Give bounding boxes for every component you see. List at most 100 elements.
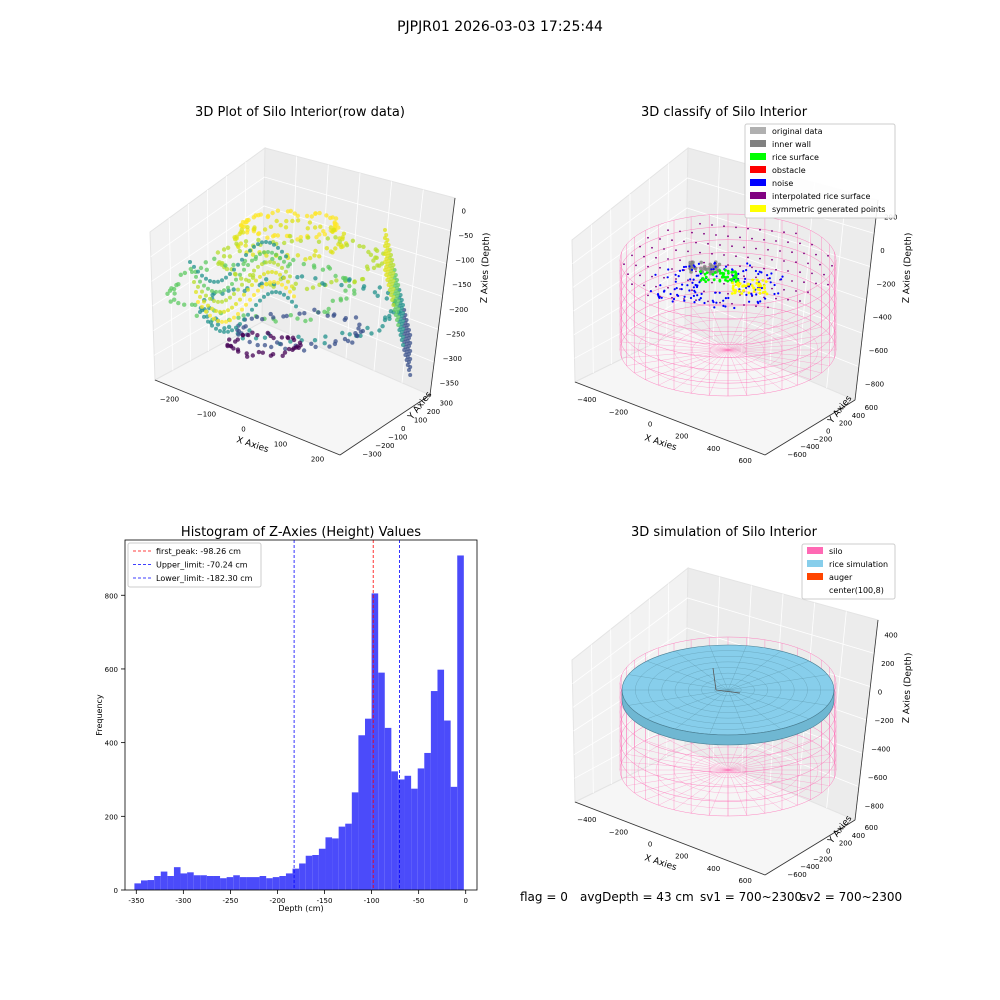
raw-point	[227, 337, 232, 342]
histogram-bar	[312, 855, 319, 890]
raw-point	[274, 252, 278, 257]
raw-point	[202, 314, 206, 319]
interpolated-point	[699, 222, 701, 225]
raw-z-tick: −100	[455, 257, 474, 265]
interpolated-point	[671, 239, 673, 242]
raw-point	[268, 280, 272, 285]
raw-point	[316, 239, 322, 244]
raw-point	[242, 267, 246, 272]
simulation-legend-swatch	[807, 547, 823, 554]
raw-point	[353, 315, 359, 320]
raw-point	[255, 333, 260, 338]
rice-surface-point	[726, 269, 730, 273]
interpolated-point	[819, 263, 821, 266]
raw-point	[214, 309, 218, 313]
rice-simulation-mesh	[714, 684, 742, 696]
noise-point	[688, 265, 691, 268]
raw-point	[246, 263, 250, 267]
rice-simulation-mesh	[688, 672, 768, 708]
raw-point	[377, 285, 382, 290]
interpolated-point	[775, 240, 777, 242]
symmetric-point	[736, 281, 740, 285]
raw-point	[248, 297, 252, 302]
histogram-bar	[378, 672, 385, 890]
raw-point	[334, 278, 339, 283]
raw-point	[332, 312, 337, 317]
noise-point	[656, 293, 660, 296]
histogram-bar	[233, 875, 240, 890]
raw-point	[242, 317, 246, 322]
raw-point	[391, 303, 396, 307]
noise-point	[684, 265, 688, 268]
raw-point	[278, 255, 282, 260]
simulation-z-tick: −200	[875, 717, 894, 725]
simulation-legend: silo rice simulation auger center(100,8)	[801, 543, 896, 600]
raw-point	[313, 276, 318, 281]
noise-point	[674, 280, 677, 283]
raw-point	[272, 242, 276, 247]
symmetric-point	[755, 281, 759, 285]
rice-surface-point	[719, 271, 722, 275]
raw-point	[405, 363, 410, 367]
raw-point	[223, 263, 228, 268]
interpolated-point	[667, 286, 669, 289]
interpolated-point	[739, 236, 741, 239]
raw-point	[309, 214, 314, 219]
raw-point	[333, 216, 339, 221]
raw-point	[344, 243, 350, 248]
noise-point	[672, 297, 676, 301]
classify-y-tick: −600	[787, 451, 806, 459]
simulation-x-tick: 200	[675, 853, 688, 861]
raw-point	[215, 322, 221, 327]
raw-point	[269, 344, 274, 350]
interpolated-point	[755, 305, 757, 308]
raw-point	[234, 234, 239, 239]
interpolated-point	[743, 275, 745, 278]
simulation-x-axis	[574, 801, 766, 876]
symmetric-point	[740, 292, 743, 295]
raw-point	[336, 225, 341, 230]
raw-point	[256, 264, 260, 269]
classify-legend-swatch	[750, 127, 766, 134]
raw-point	[276, 262, 280, 267]
noise-point	[746, 262, 749, 265]
raw-point	[377, 328, 382, 333]
rice-surface-point	[718, 269, 722, 273]
raw-point	[303, 257, 308, 262]
raw-point	[168, 299, 173, 304]
simulation-legend-swatch	[807, 573, 823, 580]
noise-point	[671, 300, 674, 303]
raw-point	[232, 315, 236, 320]
interpolated-point	[783, 260, 785, 262]
simulation-silo-floor-ring	[709, 762, 747, 778]
rice-surface-point	[718, 278, 722, 282]
noise-point	[768, 277, 771, 280]
interpolated-point	[627, 273, 629, 276]
interpolated-point	[767, 277, 769, 280]
noise-point	[747, 285, 751, 288]
rice-surface-point	[731, 270, 734, 274]
interpolated-point	[683, 240, 685, 243]
simulation-y-tick: −400	[800, 863, 819, 871]
noise-point	[718, 291, 721, 294]
raw-point	[330, 215, 335, 220]
raw-point	[305, 226, 310, 231]
raw-point	[234, 277, 238, 282]
interpolated-point	[659, 266, 661, 269]
raw-point	[202, 283, 206, 288]
raw-point	[384, 233, 389, 237]
classify-x-axis-label: X Axies	[643, 433, 678, 453]
raw-point	[212, 256, 217, 261]
raw-point	[202, 299, 206, 304]
raw-point	[290, 284, 294, 289]
histogram-bar	[220, 878, 227, 890]
noise-point	[683, 295, 686, 298]
raw-point	[324, 213, 329, 218]
noise-point	[713, 306, 716, 309]
interpolated-point	[675, 278, 677, 280]
raw-point	[332, 220, 337, 225]
histogram-x-tick-label: -350	[128, 897, 144, 905]
interpolated-point	[755, 247, 757, 250]
raw-point	[384, 257, 389, 261]
interpolated-point	[743, 246, 745, 249]
